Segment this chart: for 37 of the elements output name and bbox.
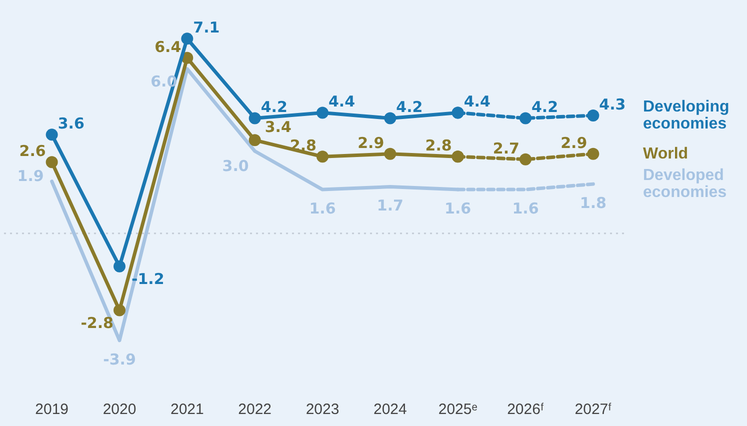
data-label: 1.8 xyxy=(580,194,606,212)
x-tick-label: 2024 xyxy=(373,401,407,418)
data-label: 4.4 xyxy=(328,92,356,111)
data-label: -1.2 xyxy=(132,270,164,288)
data-label: 2.8 xyxy=(425,136,452,155)
x-tick-label: 2026ᶠ xyxy=(507,401,544,418)
data-label: -2.8 xyxy=(80,314,114,332)
data-label: 1.7 xyxy=(376,196,404,215)
data-label: 4.2 xyxy=(396,98,423,116)
data-label: 3.0 xyxy=(222,157,249,176)
x-tick-label: 2022 xyxy=(238,401,272,418)
data-label: 2.7 xyxy=(492,139,520,158)
data-label: 1.6 xyxy=(309,199,336,218)
text: World xyxy=(643,145,688,162)
data-label: 3.4 xyxy=(264,118,292,136)
data-label: 1.6 xyxy=(444,199,472,218)
data-label: 1.9 xyxy=(17,167,44,186)
data-label: 3.6 xyxy=(58,114,84,133)
x-tick-label: 2020 xyxy=(102,401,136,418)
x-tick-label: 2027ᶠ xyxy=(574,401,612,418)
data-label: -3.9 xyxy=(103,350,136,368)
data-label: 4.3 xyxy=(599,95,626,114)
x-tick-label: 2025ᵉ xyxy=(438,401,478,418)
x-tick-label: 2019 xyxy=(35,401,69,418)
data-label: 6.4 xyxy=(154,38,182,56)
x-tick-label: 2021 xyxy=(170,401,204,418)
data-label: 2.6 xyxy=(19,142,46,160)
text: Developing economies xyxy=(643,98,730,132)
data-label: 4.4 xyxy=(464,92,490,111)
data-label: 7.1 xyxy=(193,18,220,37)
text: Developed economies xyxy=(643,166,727,201)
data-label: 4.2 xyxy=(260,98,288,116)
x-tick-label: 2023 xyxy=(306,401,340,418)
data-label: 2.9 xyxy=(560,134,588,152)
data-label: 4.2 xyxy=(532,98,558,116)
data-label: 1.6 xyxy=(512,199,539,218)
data-label: 2.9 xyxy=(358,134,384,152)
